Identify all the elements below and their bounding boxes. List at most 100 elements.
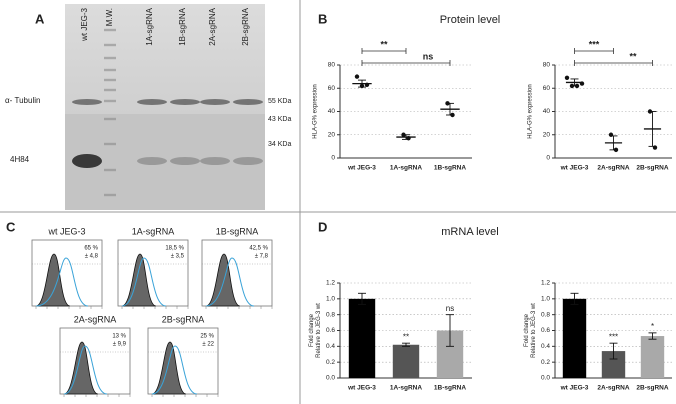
y-tick-label: 0.8 — [326, 311, 335, 318]
significance-label: *** — [609, 332, 618, 341]
x-tick-label: 1B-sgRNA — [434, 165, 466, 172]
flow-percent: 25 % — [200, 334, 214, 340]
point — [445, 101, 450, 106]
band-label: 4H84 — [10, 155, 30, 164]
flow-title: 2B-sgRNA — [162, 314, 205, 324]
panel-label: B — [318, 11, 327, 26]
flow-control — [121, 253, 157, 307]
point — [364, 82, 370, 87]
flow-percent: 18,5 % — [165, 246, 184, 252]
lane-label: 2A-sgRNA — [208, 7, 217, 45]
significance-label: *** — [589, 39, 600, 49]
flow-control — [35, 253, 71, 307]
tubulin-band — [170, 99, 200, 105]
y-axis-label: HLA-G% expression — [313, 84, 319, 138]
point — [647, 109, 653, 114]
panel-label: C — [6, 219, 16, 234]
y-axis-label: Relative to JEG-3 wt — [316, 303, 322, 358]
x-tick-label: 2A-sgRNA — [597, 385, 629, 392]
hla-band — [170, 157, 200, 165]
point — [406, 136, 411, 141]
bar — [348, 298, 376, 378]
flow-control — [63, 341, 99, 395]
y-tick-label: 0.6 — [326, 327, 335, 334]
x-tick-label: wt JEG-3 — [560, 385, 589, 392]
y-tick-label: 0 — [546, 155, 550, 162]
panel-label: D — [318, 219, 327, 234]
flow-sd: ± 4,8 — [85, 254, 99, 260]
x-tick-label: wt JEG-3 — [347, 165, 376, 172]
ladder-band — [104, 99, 116, 103]
flow-control — [205, 253, 241, 307]
flow-title: 1B-sgRNA — [216, 226, 259, 236]
ladder-band — [104, 142, 116, 146]
flow-percent: 13 % — [112, 334, 126, 340]
point — [613, 147, 619, 153]
bar — [392, 344, 420, 378]
hla-band — [137, 157, 167, 165]
y-tick-label: 0.8 — [541, 311, 550, 318]
y-tick-label: 40 — [328, 108, 336, 115]
ladder-band — [104, 193, 116, 197]
x-tick-label: wt JEG-3 — [560, 165, 589, 172]
ladder-band — [104, 117, 116, 121]
panel-label: A — [35, 11, 45, 26]
ladder-band — [104, 28, 116, 32]
lane-label: M.W. — [105, 8, 114, 26]
x-tick-label: 2B-sgRNA — [636, 165, 668, 172]
y-axis-label: HLA-G% expression — [528, 84, 534, 138]
blot-image — [65, 4, 265, 114]
lane-label: 1B-sgRNA — [178, 7, 187, 45]
y-axis-label: Fold change — [309, 313, 315, 347]
lane-label: 1A-sgRNA — [145, 7, 154, 45]
point — [401, 132, 406, 137]
significance-label: ** — [629, 51, 637, 61]
y-tick-label: 0.4 — [326, 343, 335, 350]
hla-band — [233, 157, 263, 165]
point — [574, 83, 580, 89]
x-tick-label: 2A-sgRNA — [597, 165, 629, 172]
marker-label: 43 KDa — [268, 116, 291, 123]
flow-sample — [205, 257, 255, 307]
ladder-band — [104, 68, 116, 72]
section-title: Protein level — [440, 14, 501, 26]
y-tick-label: 0.4 — [541, 343, 550, 350]
y-tick-label: 1.2 — [541, 280, 550, 287]
flow-percent: 65 % — [84, 246, 98, 252]
y-tick-label: 60 — [543, 85, 551, 92]
y-tick-label: 20 — [543, 131, 551, 138]
x-tick-label: wt JEG-3 — [347, 385, 376, 392]
point — [579, 81, 585, 86]
y-tick-label: 20 — [328, 131, 336, 138]
error-bar — [402, 342, 410, 347]
y-tick-label: 0.0 — [541, 375, 550, 382]
y-tick-label: 0.2 — [541, 359, 550, 366]
lane-label: wt JEG-3 — [80, 7, 89, 41]
marker-label: 34 KDa — [268, 141, 291, 148]
flow-sd: ± 9,9 — [113, 342, 127, 348]
flow-sample — [63, 345, 108, 395]
x-tick-label: 2B-sgRNA — [636, 385, 668, 392]
x-tick-label: 1B-sgRNA — [434, 385, 466, 392]
error-bar — [609, 342, 618, 360]
significance-label: * — [651, 322, 654, 331]
y-tick-label: 1.0 — [541, 296, 550, 303]
bar — [640, 336, 665, 378]
y-tick-label: 60 — [328, 85, 336, 92]
error-bar — [648, 332, 657, 340]
band-label: α- Tubulin — [5, 96, 40, 105]
tubulin-band — [72, 99, 102, 105]
y-axis-label: Fold change — [524, 313, 530, 347]
x-tick-label: 1A-sgRNA — [390, 165, 422, 172]
marker-label: 55 KDa — [268, 98, 291, 105]
y-tick-label: 0.0 — [326, 375, 335, 382]
y-tick-label: 1.0 — [326, 296, 335, 303]
y-tick-label: 40 — [543, 108, 551, 115]
ladder-band — [104, 88, 116, 92]
significance-label: ns — [423, 51, 434, 61]
point — [359, 83, 365, 89]
y-tick-label: 80 — [543, 62, 551, 69]
point — [354, 74, 360, 79]
flow-sd: ± 3,5 — [171, 254, 185, 260]
tubulin-band — [233, 99, 263, 105]
